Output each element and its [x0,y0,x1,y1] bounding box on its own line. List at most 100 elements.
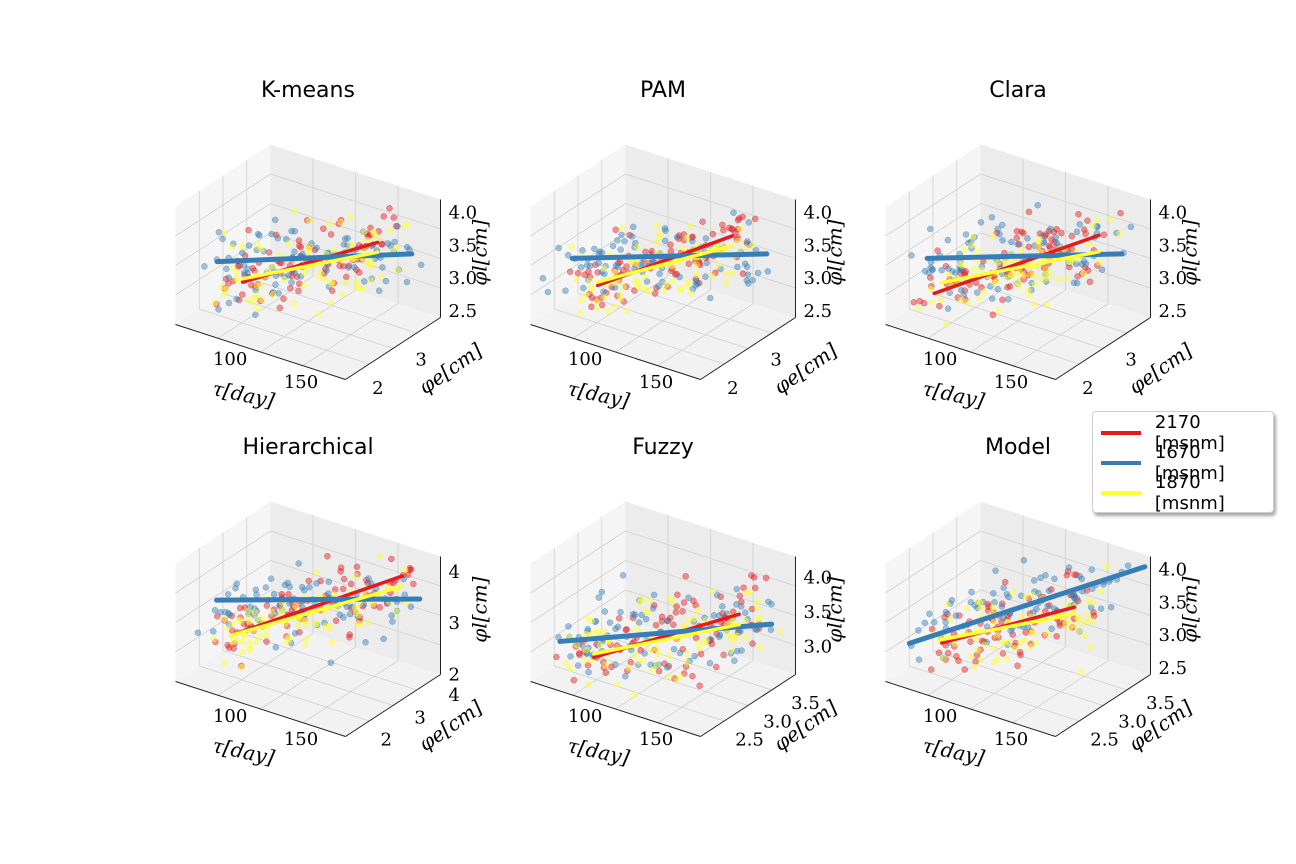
data-point [382,277,390,285]
y-tick-label: 3.5 [1146,693,1175,714]
data-point [1076,572,1083,580]
data-point [252,311,259,319]
data-point [993,631,1001,639]
data-point [212,638,219,646]
data-point [303,635,311,642]
data-point [737,603,745,610]
data-point [728,270,736,278]
data-point [286,583,293,591]
data-point [631,651,638,659]
data-point [669,598,676,606]
data-point [954,294,962,301]
data-point [322,623,329,630]
data-point [211,607,219,614]
y-tick-label: 3 [770,350,781,371]
data-point [352,572,359,580]
data-point [313,569,320,576]
y-axis-line [1055,674,1151,737]
data-point [739,270,747,277]
data-point [685,616,693,624]
z-tick-label: 4 [449,562,460,583]
data-point [754,269,762,277]
data-point [634,661,642,669]
data-point [1041,271,1048,278]
data-point [653,645,661,652]
data-point [612,625,619,633]
data-point [582,646,590,654]
data-point [659,278,666,286]
data-point [313,244,320,252]
data-point [989,232,997,240]
x-tick-label: 100 [923,349,957,370]
data-point [586,277,594,284]
data-point [1093,223,1101,230]
data-point [224,590,232,598]
data-point [690,618,698,625]
data-point [644,287,652,295]
data-point [1068,232,1076,240]
data-point [754,598,761,605]
data-point [980,288,988,296]
z-axis-label: φl[cm] [468,219,492,285]
data-point [354,613,362,620]
data-point [296,280,303,287]
data-point [611,268,619,276]
x-tick-label: 100 [213,706,247,727]
fit-line-1670 [214,596,423,603]
data-point [339,585,347,593]
data-point [312,620,320,627]
data-point [331,586,339,593]
data-point [313,620,320,628]
data-point [994,656,1001,663]
data-point [1014,662,1021,669]
data-point [967,652,974,659]
data-point [601,294,609,301]
data-point [1029,591,1037,599]
gridline [980,530,1151,587]
z-tick-label: 3.5 [449,235,478,256]
data-point [602,669,610,676]
data-point [272,644,280,651]
data-point [580,284,587,292]
data-point [707,294,714,302]
data-point [1080,226,1088,233]
gridline [885,173,981,237]
x-axis-line [885,324,1056,380]
data-point [274,235,282,242]
data-point [290,300,298,307]
data-point [252,586,260,593]
data-point [1052,234,1059,241]
data-point [589,629,597,637]
data-point [346,610,354,618]
data-point [741,260,749,267]
data-point [743,277,751,284]
data-point [230,645,237,652]
legend-item-1870: 1870 [msnm] [1101,472,1265,514]
data-point [1079,619,1086,626]
data-point [1004,283,1011,291]
data-point [376,604,383,611]
data-point [359,285,367,292]
data-point [1046,269,1053,277]
data-point [602,661,609,669]
data-point [957,260,964,268]
data-point [1103,563,1110,570]
data-point [285,272,293,279]
data-point [238,648,246,656]
data-point [359,228,367,236]
data-point [921,619,929,627]
data-point [1000,584,1007,591]
data-point [999,650,1007,657]
data-point [683,659,691,666]
data-point [224,641,231,649]
data-point [1086,240,1093,248]
data-point [680,599,688,606]
data-point [957,286,965,294]
data-point [241,604,249,611]
z-axis-label: φl[cm] [823,219,847,285]
data-point [1017,639,1025,646]
data-point [340,575,348,583]
data-point [616,290,624,298]
data-point [1071,594,1079,601]
